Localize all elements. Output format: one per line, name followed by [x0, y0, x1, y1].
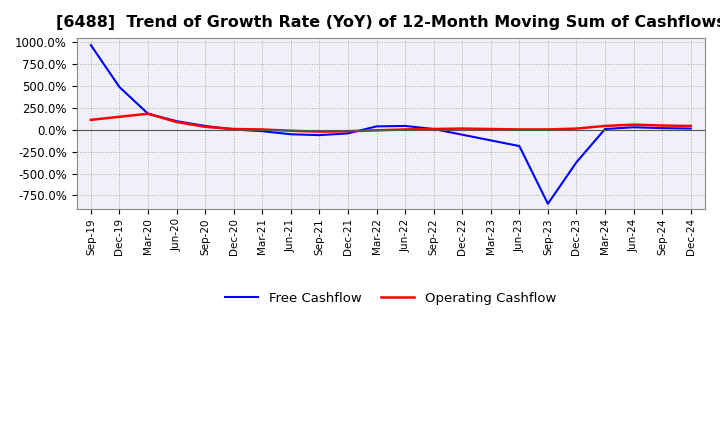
Free Cashflow: [230, 127, 238, 132]
Operating Cashflow: [343, 128, 352, 134]
Operating Cashflow: [544, 127, 552, 132]
Operating Cashflow: [401, 127, 410, 132]
Free Cashflow: [401, 123, 410, 128]
Operating Cashflow: [487, 126, 495, 132]
Legend: Free Cashflow, Operating Cashflow: Free Cashflow, Operating Cashflow: [220, 287, 562, 310]
Free Cashflow: [686, 126, 695, 131]
Operating Cashflow: [115, 114, 124, 119]
Operating Cashflow: [315, 129, 324, 134]
Operating Cashflow: [372, 128, 381, 133]
Free Cashflow: [258, 128, 266, 134]
Free Cashflow: [544, 201, 552, 206]
Operating Cashflow: [144, 111, 153, 116]
Line: Free Cashflow: Free Cashflow: [91, 45, 690, 204]
Free Cashflow: [429, 126, 438, 132]
Free Cashflow: [572, 160, 581, 165]
Operating Cashflow: [658, 123, 667, 128]
Operating Cashflow: [258, 127, 266, 132]
Operating Cashflow: [201, 124, 210, 129]
Operating Cashflow: [600, 123, 609, 128]
Operating Cashflow: [572, 126, 581, 131]
Free Cashflow: [86, 43, 95, 48]
Free Cashflow: [629, 125, 638, 130]
Free Cashflow: [487, 138, 495, 143]
Free Cashflow: [144, 111, 153, 116]
Free Cashflow: [600, 126, 609, 132]
Free Cashflow: [343, 131, 352, 136]
Free Cashflow: [515, 143, 523, 149]
Free Cashflow: [458, 132, 467, 137]
Free Cashflow: [172, 118, 181, 124]
Operating Cashflow: [686, 123, 695, 128]
Operating Cashflow: [429, 126, 438, 132]
Operating Cashflow: [86, 117, 95, 122]
Free Cashflow: [315, 132, 324, 138]
Title: [6488]  Trend of Growth Rate (YoY) of 12-Month Moving Sum of Cashflows: [6488] Trend of Growth Rate (YoY) of 12-…: [56, 15, 720, 30]
Operating Cashflow: [629, 122, 638, 127]
Operating Cashflow: [458, 126, 467, 131]
Free Cashflow: [115, 84, 124, 90]
Line: Operating Cashflow: Operating Cashflow: [91, 114, 690, 132]
Free Cashflow: [287, 132, 295, 137]
Operating Cashflow: [172, 119, 181, 125]
Free Cashflow: [372, 124, 381, 129]
Operating Cashflow: [515, 127, 523, 132]
Operating Cashflow: [287, 128, 295, 133]
Free Cashflow: [658, 125, 667, 131]
Operating Cashflow: [230, 126, 238, 132]
Free Cashflow: [201, 123, 210, 128]
